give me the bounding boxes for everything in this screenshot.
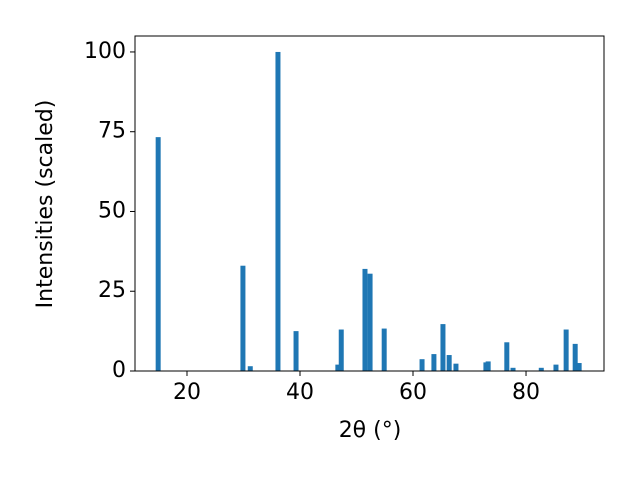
bar xyxy=(381,328,387,371)
bar xyxy=(155,137,161,371)
y-tick-label: 50 xyxy=(98,198,126,223)
bar xyxy=(485,361,491,371)
bar xyxy=(510,367,516,371)
x-tick-label: 60 xyxy=(399,380,427,405)
bar xyxy=(293,331,299,371)
y-axis-label: Intensities (scaled) xyxy=(33,100,58,309)
bar xyxy=(453,363,459,371)
bar xyxy=(563,329,569,371)
bar xyxy=(338,329,344,371)
y-tick-label: 25 xyxy=(98,278,126,303)
x-axis-label: 2θ (°) xyxy=(339,418,402,443)
x-tick-label: 20 xyxy=(173,380,201,405)
bar xyxy=(446,355,452,371)
x-tick-label: 40 xyxy=(286,380,314,405)
bar xyxy=(440,324,446,371)
bar xyxy=(362,268,368,371)
y-tick-label: 75 xyxy=(98,119,126,144)
bar xyxy=(572,343,578,371)
bar xyxy=(553,364,559,371)
bar xyxy=(240,265,246,371)
bar xyxy=(275,51,281,371)
bar xyxy=(504,342,510,371)
bar xyxy=(576,363,582,371)
plot-frame xyxy=(134,35,605,372)
bar xyxy=(431,354,437,371)
y-tick-label: 0 xyxy=(112,358,126,383)
x-tick-label: 80 xyxy=(512,380,540,405)
y-tick-label: 100 xyxy=(84,39,126,64)
bar xyxy=(247,366,253,371)
bar xyxy=(335,364,341,371)
bar xyxy=(367,273,373,371)
bar xyxy=(419,359,425,371)
bar xyxy=(538,367,544,371)
